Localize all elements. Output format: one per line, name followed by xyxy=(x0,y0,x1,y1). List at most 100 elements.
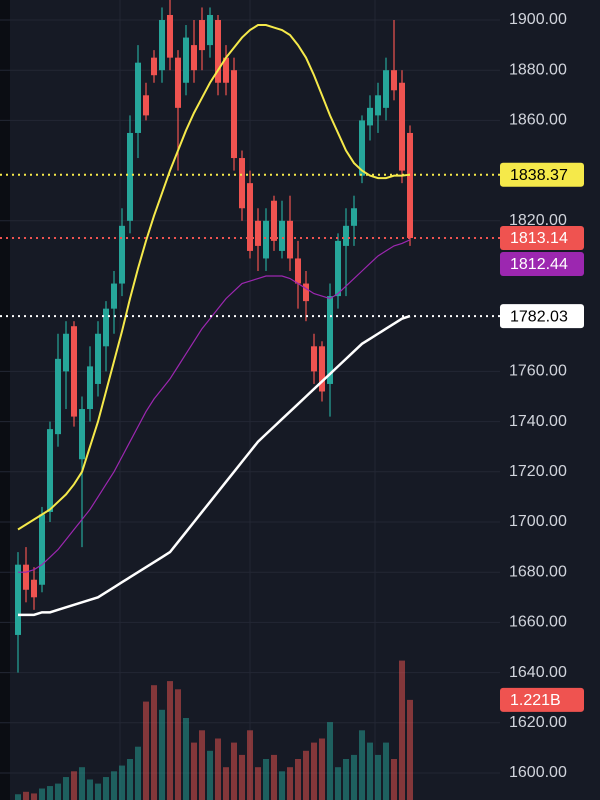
price-label: 1812.44 xyxy=(510,256,568,273)
price-label: 1782.03 xyxy=(510,308,568,325)
candle-body xyxy=(71,326,77,417)
y-tick-label: 1640.00 xyxy=(509,664,567,681)
price-label-box xyxy=(500,162,584,187)
volume-bar xyxy=(231,742,237,800)
price-label: 1838.37 xyxy=(510,167,568,184)
volume-bar xyxy=(191,742,197,800)
volume-bar xyxy=(143,701,149,800)
volume-bar xyxy=(103,777,109,800)
volume-bar xyxy=(375,754,381,800)
y-tick-label: 1900.00 xyxy=(509,11,567,28)
moving-average-line xyxy=(18,314,411,617)
volume-bar xyxy=(39,788,45,800)
candle-body xyxy=(15,564,21,635)
y-tick-label: 1680.00 xyxy=(509,563,567,580)
volume-bar xyxy=(247,730,253,800)
volume-bar xyxy=(351,754,357,800)
candle-body xyxy=(375,95,381,116)
volume-bar xyxy=(151,685,157,800)
volume-bar xyxy=(295,759,301,800)
volume-bar xyxy=(159,709,165,800)
candle-body xyxy=(263,220,269,259)
volume-bar xyxy=(63,777,69,800)
candle-body xyxy=(335,240,341,297)
candle-body xyxy=(215,20,221,83)
volume-label-box xyxy=(500,687,584,712)
volume-bar xyxy=(279,771,285,800)
candle-body xyxy=(95,333,101,384)
volume-bar xyxy=(255,767,261,800)
y-tick-label: 1740.00 xyxy=(509,413,567,430)
candle-body xyxy=(343,225,349,246)
y-tick-label: 1660.00 xyxy=(509,614,567,631)
volume-bar xyxy=(271,754,277,800)
volume-bar xyxy=(183,718,189,800)
candle-body xyxy=(159,20,165,71)
candle-body xyxy=(351,208,357,226)
candle-body xyxy=(127,132,133,221)
candle-body xyxy=(23,564,29,590)
volume-bar xyxy=(239,754,245,800)
candle-body xyxy=(359,120,365,176)
volume-bar xyxy=(31,793,37,800)
volume-bar xyxy=(391,759,397,800)
volume-bar xyxy=(111,771,117,800)
volume-bar xyxy=(135,746,141,800)
left-edge xyxy=(0,0,10,800)
moving-average-line xyxy=(18,239,411,573)
y-tick-label: 1700.00 xyxy=(509,513,567,530)
volume-bar xyxy=(87,779,93,800)
moving-average-line xyxy=(17,24,411,531)
candle-body xyxy=(279,220,285,251)
y-tick-label: 1880.00 xyxy=(509,61,567,78)
candle-body xyxy=(223,57,229,83)
y-tick-label: 1760.00 xyxy=(509,363,567,380)
volume-bar xyxy=(399,660,405,800)
candle-body xyxy=(167,14,173,58)
candle-body xyxy=(391,70,397,91)
candle-body xyxy=(319,346,325,392)
candle-body xyxy=(183,37,189,83)
candle-body xyxy=(255,220,261,246)
price-label-box xyxy=(500,252,584,277)
price-label: 1813.14 xyxy=(510,230,568,247)
candle-body xyxy=(103,308,109,347)
volume-bar xyxy=(167,681,173,800)
volume-bar xyxy=(335,767,341,800)
volume-bar xyxy=(199,730,205,800)
volume-bar xyxy=(175,689,181,800)
candle-body xyxy=(151,57,157,76)
candle-body xyxy=(231,70,237,159)
candle-body xyxy=(367,107,373,126)
candle-body xyxy=(239,158,245,209)
y-tick-label: 1860.00 xyxy=(509,112,567,129)
y-tick-label: 1600.00 xyxy=(509,764,567,781)
volume-bar xyxy=(79,767,85,800)
candle-body xyxy=(199,20,205,51)
candle-body xyxy=(327,296,333,384)
candle-body xyxy=(311,346,317,372)
candle-body xyxy=(383,70,389,108)
volume-bar xyxy=(95,783,101,800)
volume-bar xyxy=(71,771,77,800)
volume-bar xyxy=(367,742,373,800)
candle-body xyxy=(143,95,149,116)
volume-bar xyxy=(15,794,21,800)
candle-body xyxy=(55,358,61,435)
y-tick-label: 1720.00 xyxy=(509,463,567,480)
volume-bar xyxy=(119,765,125,800)
candle-body xyxy=(63,333,69,372)
volume-bar xyxy=(47,786,53,800)
candle-body xyxy=(135,62,141,133)
volume-label: 1.221B xyxy=(510,692,561,709)
volume-bar xyxy=(359,730,365,800)
candle-body xyxy=(295,258,301,284)
candle-body xyxy=(119,225,125,284)
candle-body xyxy=(247,183,253,251)
price-label-box xyxy=(500,304,584,329)
volume-bar xyxy=(319,738,325,800)
candle-body xyxy=(47,429,53,512)
